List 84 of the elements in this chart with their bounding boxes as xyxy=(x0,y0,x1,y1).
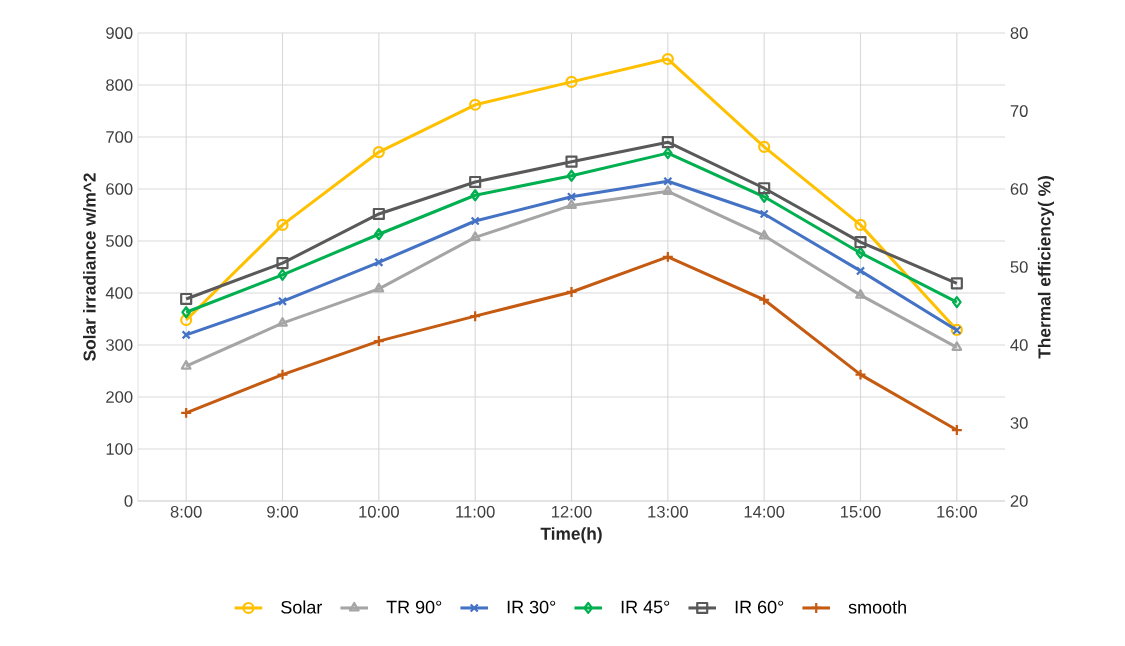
point xyxy=(950,423,963,437)
point xyxy=(758,229,770,240)
y-tick-label: 800 xyxy=(106,79,133,91)
y2-tick-label: 70 xyxy=(1010,105,1028,117)
x-tick-label: 13:00 xyxy=(648,505,688,518)
point xyxy=(180,292,193,306)
y2-tick-label: 40 xyxy=(1010,339,1028,351)
point xyxy=(566,169,577,182)
legend-label: IR 45° xyxy=(621,600,670,614)
legend-label: TR 90° xyxy=(386,600,442,614)
point xyxy=(181,306,192,319)
point xyxy=(372,207,385,221)
x-tick-label: 9:00 xyxy=(267,505,299,518)
y2-axis-title: Thermal efficiency( %) xyxy=(1037,176,1054,359)
x-tick-label: 16:00 xyxy=(937,505,977,518)
point xyxy=(663,147,673,160)
y2-tick-label: 50 xyxy=(1010,261,1028,273)
point xyxy=(661,136,674,149)
y-tick-label: 300 xyxy=(106,339,133,351)
point xyxy=(565,285,578,299)
point xyxy=(855,266,866,276)
y-tick-label: 600 xyxy=(106,183,133,195)
point xyxy=(180,313,193,327)
point xyxy=(469,231,481,241)
point xyxy=(854,218,867,231)
point xyxy=(372,145,385,159)
point xyxy=(758,140,771,153)
point xyxy=(855,246,866,260)
x-tick-label: 8:00 xyxy=(170,505,202,518)
x-axis-title: Time(h) xyxy=(540,527,602,544)
x-tick-label: 11:00 xyxy=(456,505,495,518)
point xyxy=(470,189,481,202)
legend-label: IR 30° xyxy=(507,600,556,614)
point xyxy=(469,175,482,189)
point xyxy=(276,368,289,381)
point xyxy=(952,296,962,309)
point xyxy=(855,288,866,299)
point xyxy=(277,317,288,327)
point xyxy=(854,235,867,249)
point xyxy=(276,218,289,231)
y-tick-label: 100 xyxy=(106,443,133,455)
point xyxy=(470,216,480,226)
point xyxy=(950,277,963,290)
legend-label: Solar xyxy=(281,600,323,614)
legend-label: IR 60° xyxy=(735,600,784,614)
y2-tick-label: 80 xyxy=(1010,27,1028,39)
y-tick-label: 200 xyxy=(106,391,133,403)
point xyxy=(373,282,385,293)
y-tick-label: 500 xyxy=(106,235,133,247)
x-tick-label: 14:00 xyxy=(744,505,785,518)
point xyxy=(661,52,674,66)
point xyxy=(181,330,191,340)
point xyxy=(374,257,384,267)
x-tick-label: 15:00 xyxy=(840,505,881,518)
point xyxy=(566,199,577,209)
point xyxy=(565,155,578,168)
y-axis-title: Solar irradiance w/m^2 xyxy=(83,173,96,361)
point xyxy=(759,209,769,219)
point xyxy=(662,185,674,195)
y-tick-label: 400 xyxy=(105,287,133,299)
y-tick-label: 0 xyxy=(124,495,133,507)
point xyxy=(566,192,577,202)
point xyxy=(469,98,482,111)
point xyxy=(854,368,867,381)
x-tick-label: 12:00 xyxy=(551,505,592,518)
point xyxy=(663,176,673,186)
point xyxy=(277,268,288,281)
point xyxy=(759,190,770,203)
point xyxy=(758,182,771,195)
point xyxy=(277,296,288,306)
point xyxy=(951,341,963,351)
legend-label: smooth xyxy=(848,600,906,614)
y-tick-label: 900 xyxy=(106,27,133,39)
point xyxy=(276,257,289,270)
point xyxy=(469,310,482,323)
point xyxy=(373,228,384,241)
y2-tick-label: 60 xyxy=(1010,183,1028,195)
point xyxy=(565,75,578,88)
y2-tick-label: 20 xyxy=(1010,495,1028,507)
y-tick-label: 700 xyxy=(106,131,133,143)
point xyxy=(180,359,192,370)
x-tick-label: 10:00 xyxy=(359,505,399,518)
y2-tick-label: 30 xyxy=(1010,417,1028,429)
point xyxy=(758,293,771,306)
